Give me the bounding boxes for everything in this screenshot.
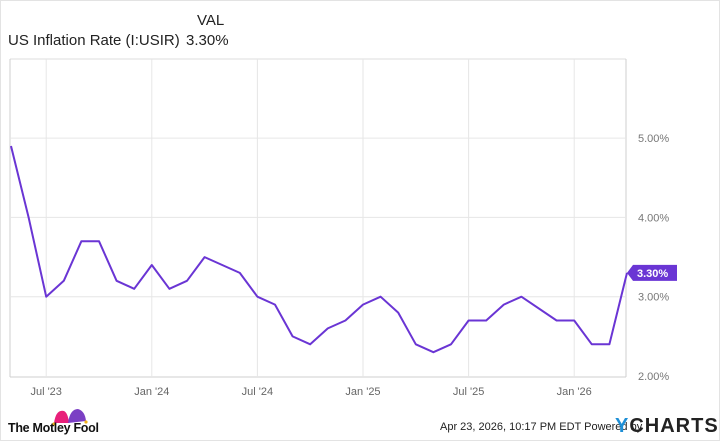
svg-text:Jan '26: Jan '26 bbox=[557, 386, 592, 398]
svg-text:2.00%: 2.00% bbox=[638, 371, 669, 383]
svg-text:4.00%: 4.00% bbox=[638, 212, 669, 224]
x-axis: Jul '23 Jan '24 Jul '24 Jan '25 Jul '25 Jan '… bbox=[30, 386, 591, 398]
svg-text:Jul '24: Jul '24 bbox=[242, 386, 273, 398]
footer-timestamp: Apr 23, 2026, 10:17 PM EDT Powered by bbox=[440, 421, 642, 433]
svg-text:Jan '25: Jan '25 bbox=[345, 386, 380, 398]
motley-fool-logo: The Motley Fool bbox=[8, 421, 99, 435]
timestamp: Apr 23, 2026, 10:17 PM EDT bbox=[440, 421, 582, 433]
ycharts-logo[interactable]: YCHARTS bbox=[615, 415, 719, 437]
legend-column-header: VAL bbox=[197, 12, 225, 29]
powered-by: Powered by bbox=[584, 421, 643, 433]
grid bbox=[9, 58, 627, 378]
legend-series-name: US Inflation Rate (I:USIR) bbox=[8, 32, 180, 49]
svg-text:3.00%: 3.00% bbox=[638, 292, 669, 304]
svg-text:Jan '24: Jan '24 bbox=[134, 386, 169, 398]
svg-text:3.30%: 3.30% bbox=[637, 268, 668, 280]
legend-series-value: 3.30% bbox=[186, 32, 229, 49]
svg-text:Jul '25: Jul '25 bbox=[453, 386, 484, 398]
motley-fool-jester-icon bbox=[52, 409, 88, 426]
svg-text:5.00%: 5.00% bbox=[638, 133, 669, 145]
last-value-label: 3.30% bbox=[627, 264, 677, 281]
series-line bbox=[10, 145, 628, 354]
svg-text:Jul '23: Jul '23 bbox=[30, 386, 61, 398]
y-axis: 2.00% 3.00% 4.00% 5.00% bbox=[638, 133, 669, 383]
